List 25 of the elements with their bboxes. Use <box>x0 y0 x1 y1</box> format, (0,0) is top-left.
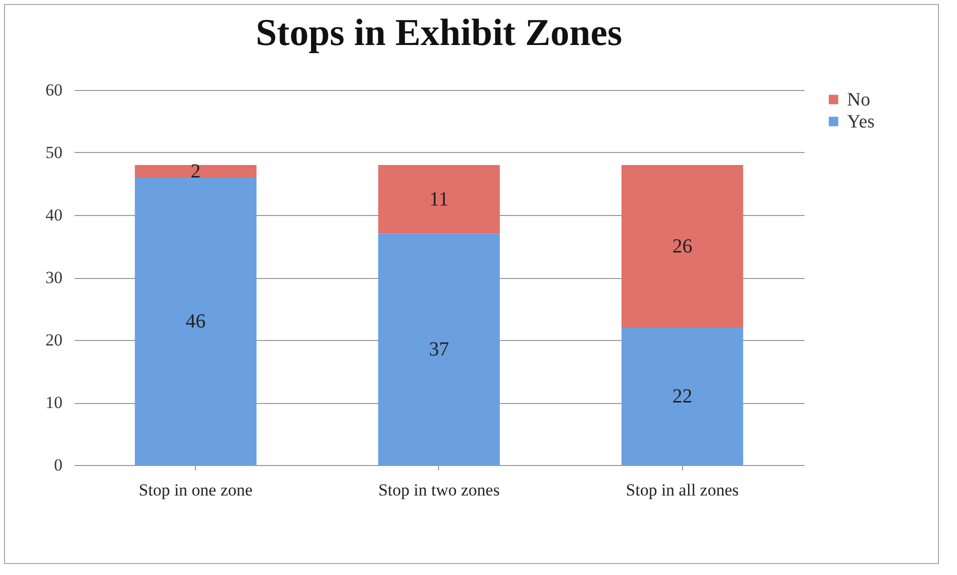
bar <box>622 328 744 465</box>
y-tick-label: 20 <box>46 330 62 350</box>
bar <box>378 234 500 465</box>
x-tick-label: Stop in one zone <box>138 480 253 500</box>
y-tick-label: 40 <box>46 206 62 224</box>
y-tick-label: 0 <box>54 456 62 474</box>
data-label: 46 <box>186 310 206 332</box>
chart-title: Stops in Exhibit Zones <box>256 12 622 54</box>
bar <box>134 178 256 465</box>
data-label: 11 <box>429 188 449 210</box>
y-tick-label: 50 <box>46 143 62 162</box>
data-label: 22 <box>672 385 692 408</box>
legend-label: Yes <box>847 112 875 132</box>
y-tick-label: 30 <box>46 268 62 287</box>
x-tick-label: Stop in two zones <box>378 480 500 500</box>
bar <box>378 165 500 234</box>
bar <box>134 165 256 178</box>
data-label: 26 <box>672 235 692 258</box>
x-tick-label: Stop in all zones <box>626 480 739 500</box>
data-label: 2 <box>190 160 201 182</box>
y-tick-label: 10 <box>46 393 62 412</box>
data-label: 37 <box>429 338 449 360</box>
legend-label: No <box>847 90 870 110</box>
bar <box>622 165 744 328</box>
y-tick-label: 60 <box>46 80 62 100</box>
